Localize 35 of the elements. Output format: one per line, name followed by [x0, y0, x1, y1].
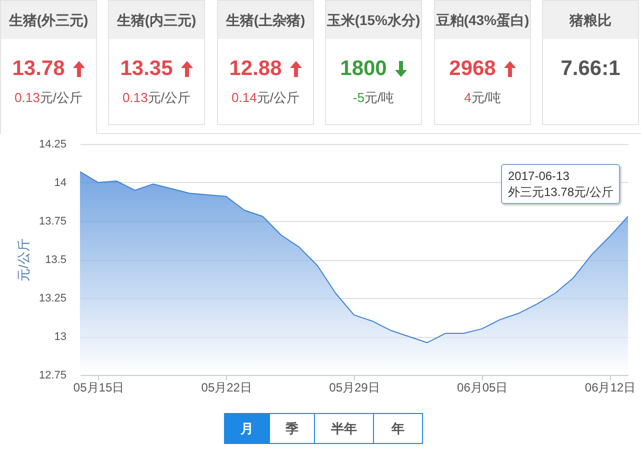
- x-tick-label: 05月22日: [201, 380, 252, 394]
- text: 猪粮比: [543, 1, 638, 39]
- x-tick-label: 06月12日: [584, 380, 636, 394]
- text: 豆粕(43%蛋白): [435, 1, 530, 39]
- x-tick-label: 06月05日: [457, 380, 508, 394]
- y-tick-label: 12.75: [38, 370, 66, 382]
- y-tick-label: 14: [54, 177, 66, 189]
- text: 玉米(15%水分): [326, 1, 421, 39]
- text: 月: [225, 414, 269, 443]
- x-tick-label: 05月15日: [73, 380, 124, 394]
- text: 0.13元/公斤: [14, 89, 84, 107]
- text: 7.66:1: [560, 57, 620, 81]
- text: 12.88: [229, 57, 282, 81]
- text: 0.14元/公斤: [230, 89, 300, 107]
- text: 0.13元/公斤: [122, 89, 192, 107]
- y-tick-label: 13: [54, 331, 66, 343]
- text: 13.35: [120, 57, 173, 81]
- y-tick-label: 13.25: [38, 292, 66, 304]
- text: 生猪(内三元): [109, 1, 204, 39]
- y-tick-label: 13.5: [45, 254, 66, 266]
- text: 生猪(土杂猪): [218, 1, 313, 39]
- text: 生猪(外三元): [1, 1, 96, 39]
- x-tick-label: 05月29日: [329, 380, 380, 394]
- text: 年: [373, 414, 422, 443]
- y-tick-label: 13.75: [38, 216, 66, 228]
- text: 2968: [449, 57, 496, 81]
- text: 半年: [314, 414, 373, 443]
- text: 1800: [340, 57, 387, 81]
- text: 13.78: [12, 57, 65, 81]
- text: 季: [269, 414, 314, 443]
- text: 4元/吨: [463, 89, 502, 107]
- y-axis-title: 元/公斤: [16, 238, 31, 282]
- y-tick-label: 14.25: [38, 138, 66, 150]
- annotation: 2017-06-13 外三元13.78元/公斤: [501, 164, 620, 204]
- text: -5元/吨: [352, 89, 396, 107]
